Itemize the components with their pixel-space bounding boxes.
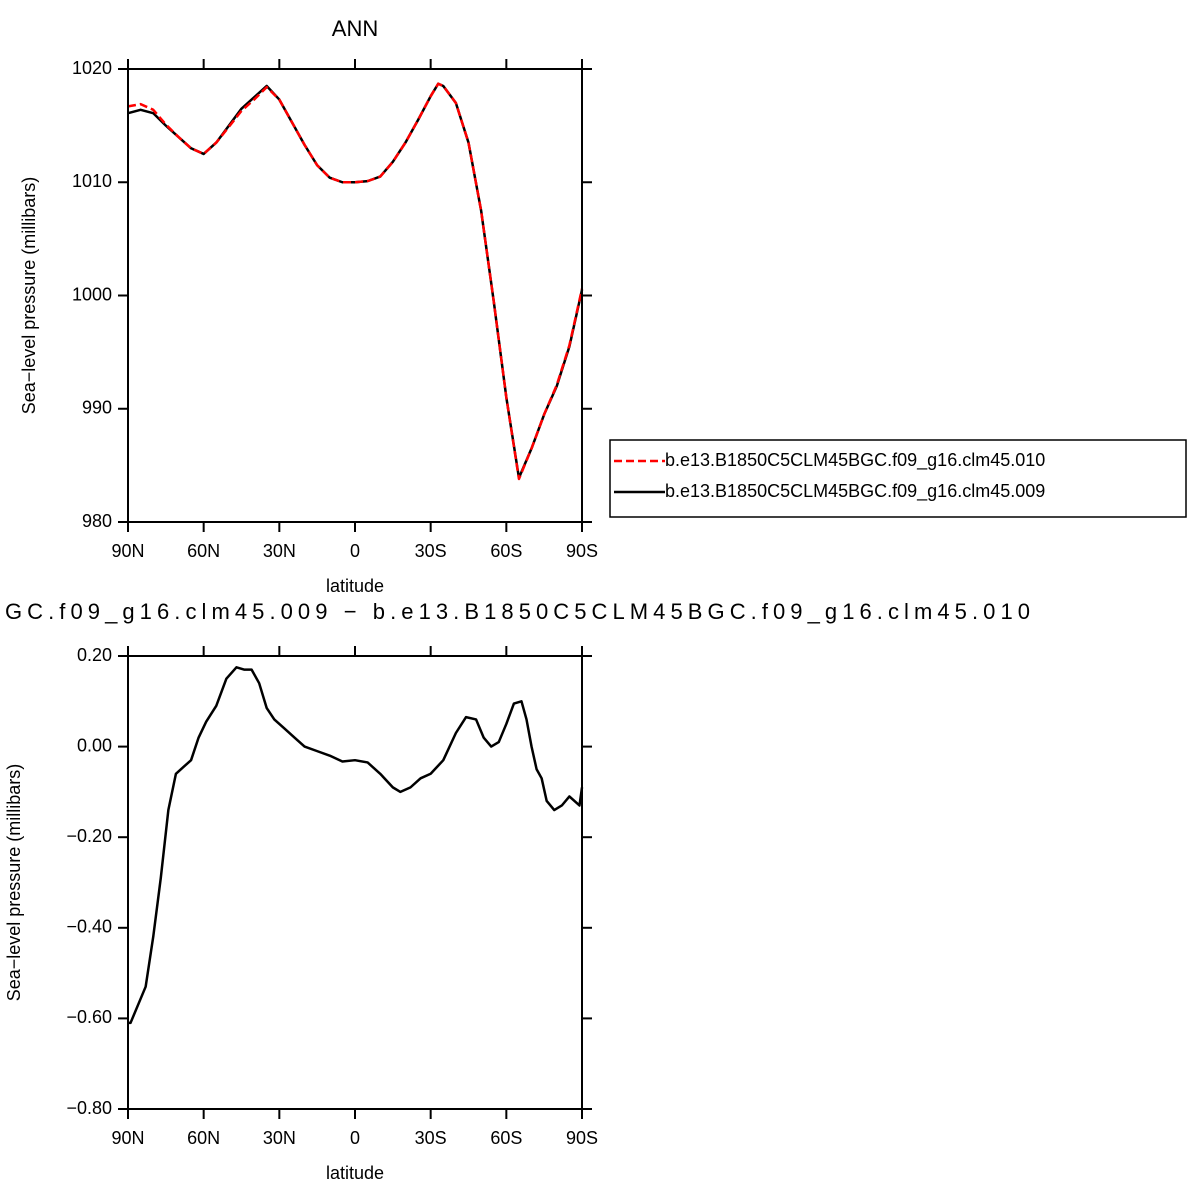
x-tick-label: 0 bbox=[350, 1128, 360, 1148]
chart-title: ANN bbox=[332, 16, 378, 41]
y-tick-label: 1000 bbox=[72, 284, 112, 304]
y-tick-label: −0.40 bbox=[66, 917, 112, 937]
data-line bbox=[127, 82, 584, 480]
data-line bbox=[127, 82, 584, 481]
legend-box bbox=[609, 439, 1187, 518]
x-tick-label: 90S bbox=[566, 1128, 598, 1148]
y-tick-label: −0.60 bbox=[66, 1007, 112, 1027]
chart-title: GC.f09_g16.clm45.009 − b.e13.B1850C5CLM4… bbox=[5, 599, 1030, 624]
x-tick-label: 60N bbox=[187, 1128, 220, 1148]
x-tick-label: 60S bbox=[490, 541, 522, 561]
y-axis-label: Sea−level pressure (millibars) bbox=[4, 764, 24, 1002]
data-line bbox=[128, 666, 584, 1025]
legend-label: b.e13.B1850C5CLM45BGC.f09_g16.clm45.010 bbox=[665, 450, 1045, 471]
x-tick-label: 30N bbox=[263, 1128, 296, 1148]
y-tick-label: 1020 bbox=[72, 58, 112, 78]
x-tick-label: 90N bbox=[111, 1128, 144, 1148]
plot-frame bbox=[127, 68, 583, 523]
x-tick-label: 30N bbox=[263, 541, 296, 561]
x-tick-label: 90S bbox=[566, 541, 598, 561]
x-axis-label: latitude bbox=[326, 576, 384, 596]
y-tick-label: 1010 bbox=[72, 171, 112, 191]
x-tick-label: 60N bbox=[187, 541, 220, 561]
y-tick-label: 990 bbox=[82, 398, 112, 418]
x-tick-label: 90N bbox=[111, 541, 144, 561]
legend-label: b.e13.B1850C5CLM45BGC.f09_g16.clm45.009 bbox=[665, 481, 1045, 502]
y-tick-label: 0.00 bbox=[77, 735, 112, 755]
x-tick-label: 30S bbox=[415, 1128, 447, 1148]
y-axis-label: Sea−level pressure (millibars) bbox=[19, 177, 39, 415]
y-tick-label: −0.80 bbox=[66, 1098, 112, 1118]
y-tick-label: 0.20 bbox=[77, 645, 112, 665]
x-tick-label: 30S bbox=[415, 541, 447, 561]
x-tick-label: 60S bbox=[490, 1128, 522, 1148]
y-tick-label: −0.20 bbox=[66, 826, 112, 846]
plot-frame bbox=[127, 655, 583, 1110]
x-axis-label: latitude bbox=[326, 1163, 384, 1183]
y-tick-label: 980 bbox=[82, 511, 112, 531]
x-tick-label: 0 bbox=[350, 541, 360, 561]
